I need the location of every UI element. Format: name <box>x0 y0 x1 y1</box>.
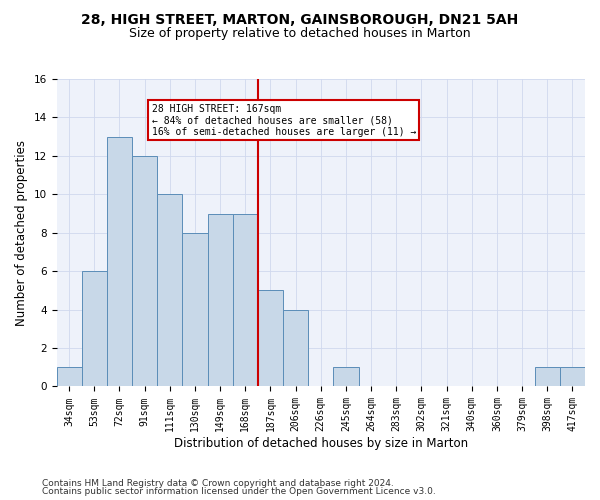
Text: 28 HIGH STREET: 167sqm
← 84% of detached houses are smaller (58)
16% of semi-det: 28 HIGH STREET: 167sqm ← 84% of detached… <box>152 104 416 137</box>
Bar <box>560 368 585 386</box>
Text: Contains HM Land Registry data © Crown copyright and database right 2024.: Contains HM Land Registry data © Crown c… <box>42 478 394 488</box>
Text: Contains public sector information licensed under the Open Government Licence v3: Contains public sector information licen… <box>42 487 436 496</box>
Bar <box>82 271 107 386</box>
Bar <box>283 310 308 386</box>
Bar <box>233 214 258 386</box>
Bar <box>182 232 208 386</box>
Bar <box>334 368 359 386</box>
X-axis label: Distribution of detached houses by size in Marton: Distribution of detached houses by size … <box>174 437 468 450</box>
Text: Size of property relative to detached houses in Marton: Size of property relative to detached ho… <box>129 28 471 40</box>
Bar <box>107 136 132 386</box>
Y-axis label: Number of detached properties: Number of detached properties <box>15 140 28 326</box>
Bar <box>157 194 182 386</box>
Bar <box>208 214 233 386</box>
Bar <box>535 368 560 386</box>
Bar <box>56 368 82 386</box>
Text: 28, HIGH STREET, MARTON, GAINSBOROUGH, DN21 5AH: 28, HIGH STREET, MARTON, GAINSBOROUGH, D… <box>82 12 518 26</box>
Bar <box>258 290 283 386</box>
Bar <box>132 156 157 386</box>
